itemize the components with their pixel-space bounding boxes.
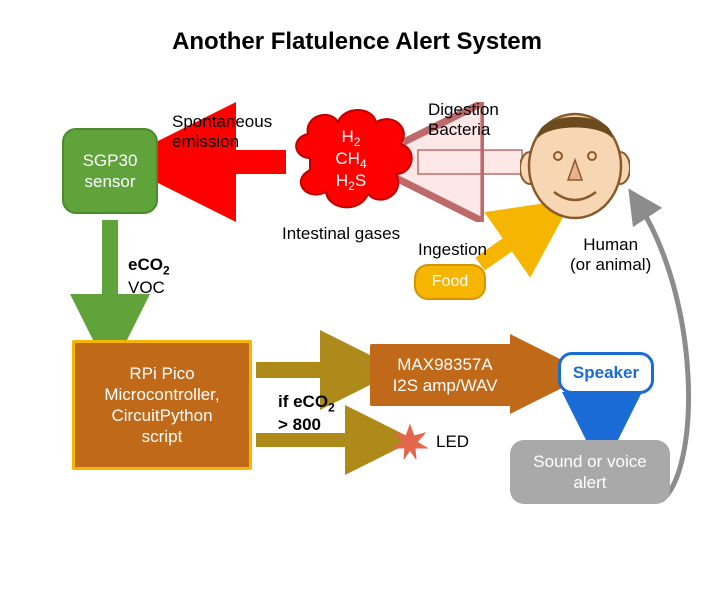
label-digestion: Digestion Bacteria	[428, 100, 499, 141]
rpi-node: RPi Pico Microcontroller, CircuitPython …	[72, 340, 252, 470]
human-face-icon	[520, 104, 630, 234]
led-icon	[392, 424, 428, 460]
sensor-node: SGP30 sensor	[62, 128, 158, 214]
label-condition: if eCO2 > 800	[278, 392, 335, 435]
label-spontaneous: Spontaneous emission	[172, 112, 272, 153]
label-eco2: eCO2	[128, 255, 170, 278]
label-ingestion: Ingestion	[418, 240, 487, 260]
speaker-node: Speaker	[558, 352, 654, 394]
page-title: Another Flatulence Alert System	[0, 28, 714, 56]
alert-node: Sound or voice alert	[510, 440, 670, 504]
label-led: LED	[436, 432, 469, 452]
label-voc: VOC	[128, 278, 165, 298]
amp-node: MAX98357A I2S amp/WAV	[370, 344, 520, 406]
label-intestinal: Intestinal gases	[282, 224, 400, 244]
gas-cloud: H2 CH4 H2S	[286, 102, 416, 218]
label-human: Human (or animal)	[570, 235, 651, 276]
food-node: Food	[414, 264, 486, 300]
arrows-layer	[0, 0, 714, 594]
